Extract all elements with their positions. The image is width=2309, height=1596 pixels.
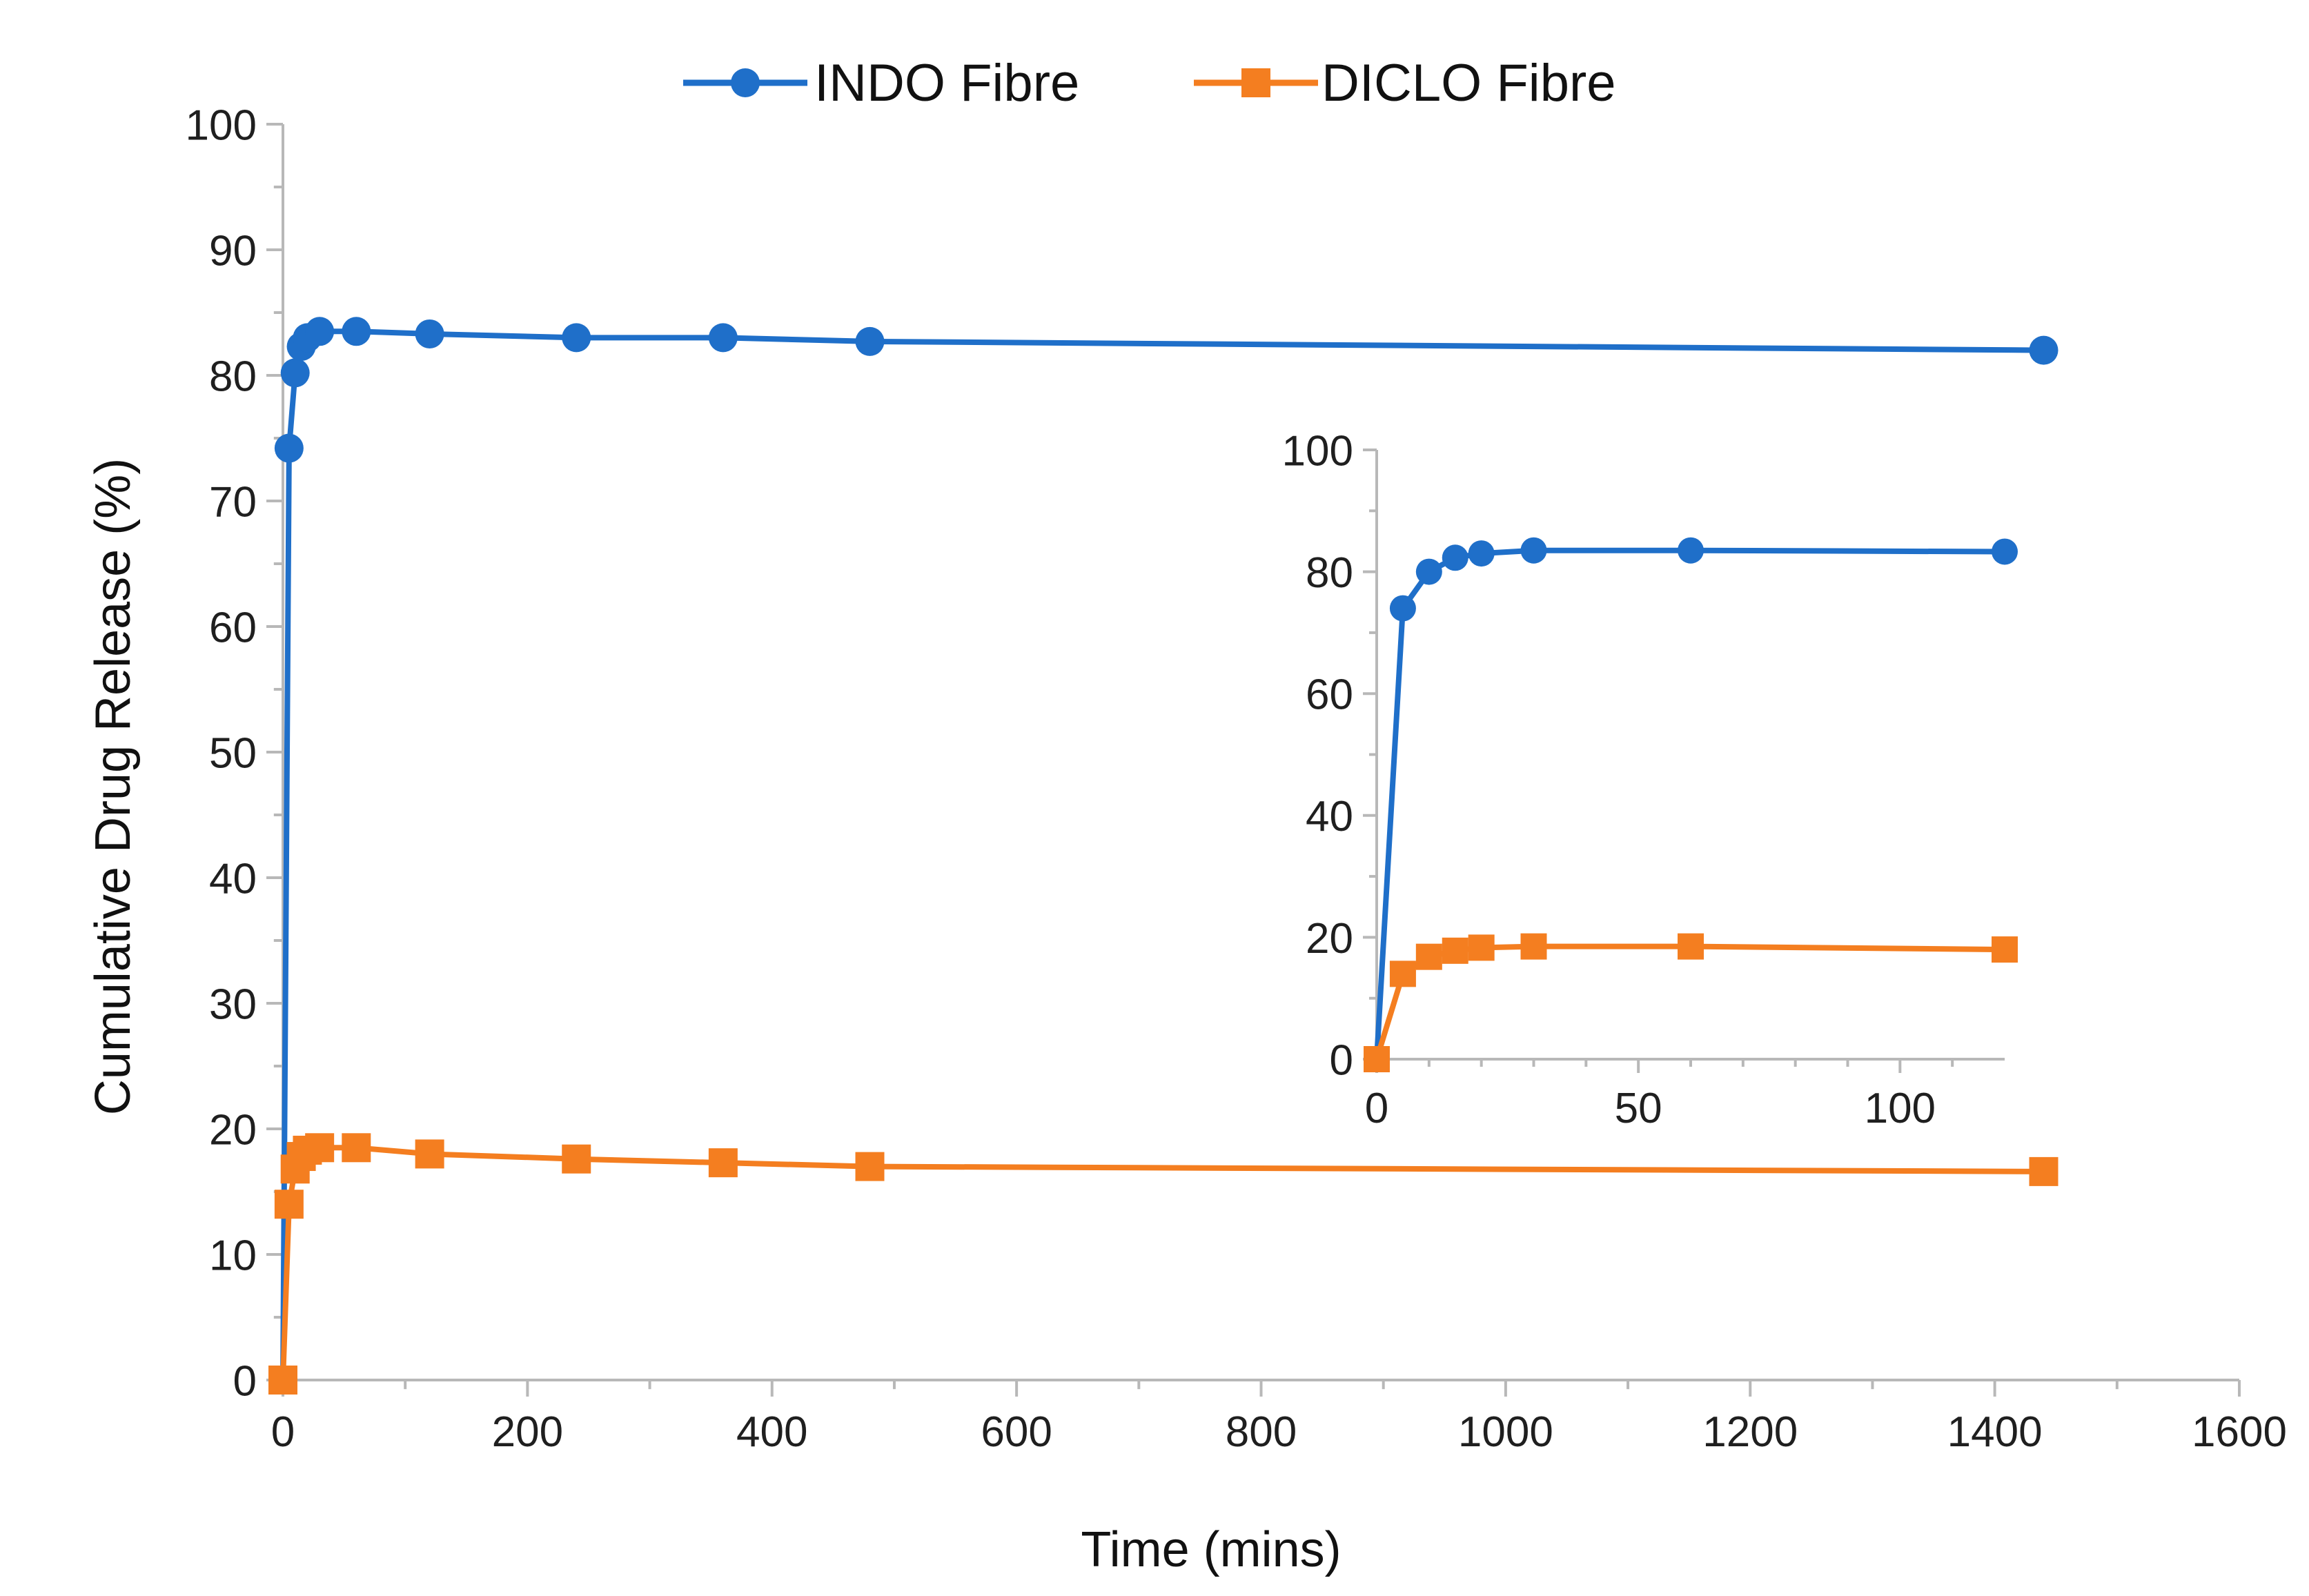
main-y-tick-label: 40 bbox=[209, 855, 257, 903]
x-axis-title: Time (mins) bbox=[1081, 1522, 1341, 1577]
inset-point-diclo bbox=[1364, 1046, 1390, 1072]
inset-point-indo bbox=[1415, 558, 1442, 585]
inset-point-indo bbox=[1678, 537, 1704, 564]
inset-point-indo bbox=[1992, 538, 2018, 565]
legend-marker-indo bbox=[731, 68, 760, 97]
main-x-tick-label: 1600 bbox=[2192, 1408, 2287, 1456]
main-x-tick-label: 1000 bbox=[1458, 1408, 1553, 1456]
main-x-tick-label: 600 bbox=[981, 1408, 1052, 1456]
main-y-tick-label: 10 bbox=[209, 1232, 257, 1279]
inset-point-indo bbox=[1520, 537, 1547, 564]
inset-point-diclo bbox=[1992, 936, 2018, 963]
main-point-indo bbox=[562, 323, 591, 353]
main-point-diclo bbox=[415, 1139, 444, 1169]
main-point-indo bbox=[855, 326, 885, 356]
y-axis-title: Cumulative Drug Release (%) bbox=[86, 458, 141, 1115]
main-y-tick-label: 90 bbox=[209, 227, 257, 275]
inset-point-diclo bbox=[1520, 933, 1547, 960]
inset-y-tick-label: 40 bbox=[1306, 793, 1353, 840]
inset-x-tick-label: 0 bbox=[1365, 1085, 1388, 1132]
main-y-tick-label: 20 bbox=[209, 1106, 257, 1154]
inset-series bbox=[1364, 537, 2018, 1072]
inset-y-tick-label: 60 bbox=[1306, 671, 1353, 719]
main-x-tick-label: 800 bbox=[1226, 1408, 1297, 1456]
main-point-indo bbox=[415, 319, 444, 348]
legend-label-diclo: DICLO Fibre bbox=[1321, 54, 1616, 112]
main-point-indo bbox=[305, 317, 335, 346]
main-point-diclo bbox=[855, 1152, 885, 1181]
main-x-tick-label: 1200 bbox=[1702, 1408, 1798, 1456]
inset-axes: 0 20 40 60 80 100 0 50 100 bbox=[1282, 427, 2005, 1132]
main-series-line-indo bbox=[280, 328, 2044, 1381]
main-point-indo bbox=[2029, 335, 2059, 365]
legend-item-diclo: DICLO Fibre bbox=[1194, 54, 1616, 112]
main-point-diclo bbox=[562, 1144, 591, 1174]
inset-y-tick-label: 0 bbox=[1330, 1036, 1353, 1084]
main-point-diclo bbox=[2029, 1156, 2059, 1186]
main-y-tick-label: 100 bbox=[186, 101, 257, 149]
legend-label-indo: INDO Fibre bbox=[814, 54, 1079, 112]
main-y-tick-label: 80 bbox=[209, 353, 257, 400]
main-point-diclo bbox=[268, 1366, 297, 1395]
main-y-tick-label: 30 bbox=[209, 981, 257, 1028]
main-y-tick-label: 0 bbox=[233, 1357, 257, 1405]
inset-x-tick-label: 100 bbox=[1865, 1085, 1936, 1132]
legend-marker-diclo bbox=[1241, 68, 1270, 97]
inset-x-tick-label: 50 bbox=[1615, 1085, 1662, 1132]
inset-series-line-diclo bbox=[1374, 943, 2005, 1061]
main-x-tick-label: 0 bbox=[271, 1408, 295, 1456]
main-y-tick-label: 50 bbox=[209, 729, 257, 777]
inset-point-indo bbox=[1442, 544, 1468, 571]
legend-item-indo: INDO Fibre bbox=[683, 54, 1079, 112]
main-series-line-diclo bbox=[280, 1145, 2044, 1381]
inset-plot: 0 20 40 60 80 100 0 50 100 bbox=[1282, 427, 2018, 1132]
inset-series-line-indo bbox=[1374, 547, 2005, 1060]
main-x-tick-label: 400 bbox=[736, 1408, 807, 1456]
inset-point-diclo bbox=[1678, 933, 1704, 960]
inset-point-diclo bbox=[1468, 934, 1495, 961]
inset-point-indo bbox=[1468, 540, 1495, 567]
main-point-diclo bbox=[342, 1133, 371, 1163]
main-y-tick-label: 70 bbox=[209, 478, 257, 526]
legend: INDO Fibre DICLO Fibre bbox=[683, 54, 1616, 112]
inset-point-diclo bbox=[1389, 960, 1416, 987]
main-x-tick-label: 200 bbox=[492, 1408, 563, 1456]
main-point-diclo bbox=[708, 1148, 738, 1178]
main-series bbox=[268, 317, 2059, 1395]
inset-y-tick-label: 100 bbox=[1282, 427, 1353, 475]
inset-point-diclo bbox=[1415, 943, 1442, 970]
inset-point-diclo bbox=[1442, 937, 1468, 964]
inset-y-tick-label: 20 bbox=[1306, 915, 1353, 963]
main-point-diclo bbox=[305, 1133, 335, 1163]
main-point-diclo bbox=[274, 1190, 304, 1219]
main-point-indo bbox=[708, 323, 738, 353]
inset-y-tick-label: 80 bbox=[1306, 549, 1353, 597]
main-point-indo bbox=[342, 317, 371, 346]
main-x-tick-label: 1400 bbox=[1947, 1408, 2043, 1456]
main-point-indo bbox=[274, 433, 304, 463]
main-y-tick-label: 60 bbox=[209, 604, 257, 651]
inset-point-indo bbox=[1389, 595, 1416, 622]
main-point-indo bbox=[280, 358, 310, 388]
